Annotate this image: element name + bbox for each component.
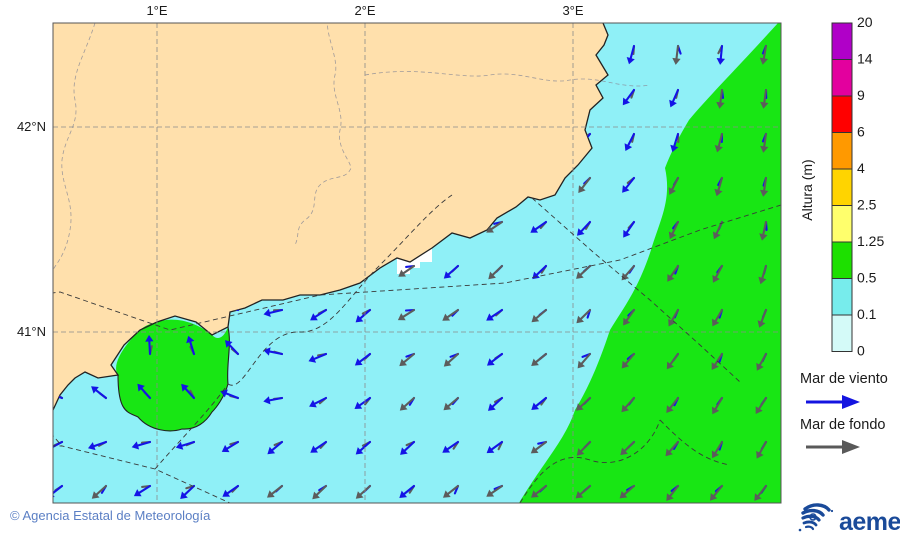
svg-text:aemet: aemet <box>839 508 900 533</box>
svg-text:0.1: 0.1 <box>857 306 877 322</box>
svg-text:1°E: 1°E <box>146 3 167 18</box>
svg-text:3°E: 3°E <box>562 3 583 18</box>
svg-text:41°N: 41°N <box>17 324 46 339</box>
svg-text:14: 14 <box>857 51 873 67</box>
svg-text:42°N: 42°N <box>17 119 46 134</box>
svg-text:9: 9 <box>857 87 865 103</box>
svg-text:0: 0 <box>857 343 865 359</box>
svg-text:Altura (m): Altura (m) <box>799 159 815 220</box>
svg-text:0.5: 0.5 <box>857 270 877 286</box>
svg-text:Mar de viento: Mar de viento <box>800 371 888 387</box>
svg-text:2°E: 2°E <box>354 3 375 18</box>
svg-text:20: 20 <box>857 14 873 30</box>
svg-text:6: 6 <box>857 124 865 140</box>
svg-text:© Agencia Estatal de Meteorolo: © Agencia Estatal de Meteorología <box>10 508 211 523</box>
svg-text:Mar de fondo: Mar de fondo <box>800 417 885 433</box>
svg-text:2.5: 2.5 <box>857 197 877 213</box>
svg-text:4: 4 <box>857 160 865 176</box>
svg-text:1.25: 1.25 <box>857 233 884 249</box>
